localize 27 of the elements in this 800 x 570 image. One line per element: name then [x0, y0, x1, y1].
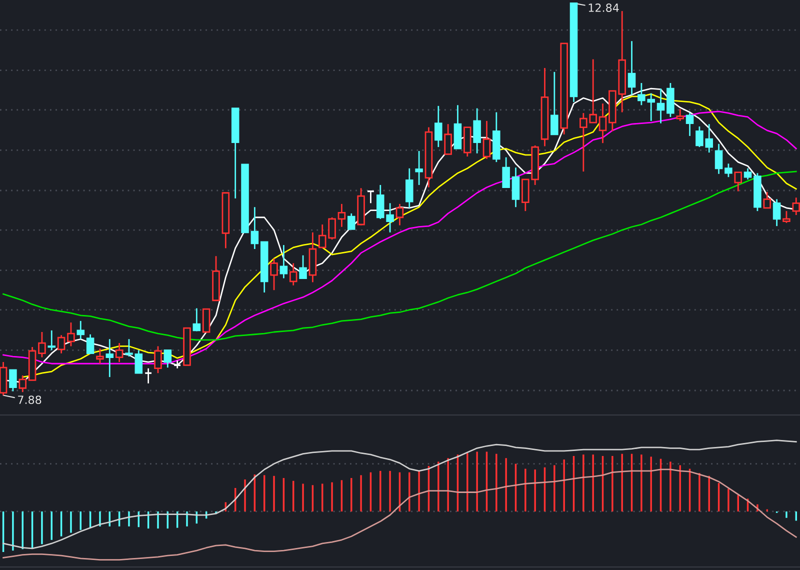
candlestick [405, 168, 414, 209]
candlestick [424, 126, 433, 188]
candlestick [512, 166, 520, 208]
candlestick [250, 206, 259, 250]
candlestick [106, 338, 114, 378]
candlestick [289, 262, 298, 286]
candlestick [598, 102, 607, 144]
candlestick [772, 198, 781, 227]
annotation: 7.88 [18, 396, 42, 404]
candlestick [57, 334, 66, 354]
candlestick [656, 88, 665, 124]
candlestick [714, 143, 723, 175]
candlestick [308, 232, 317, 283]
candlestick [434, 105, 442, 148]
candlestick [482, 120, 491, 160]
candlestick [666, 82, 674, 118]
candlestick [115, 342, 124, 363]
candlestick [76, 320, 85, 340]
candlestick [473, 108, 481, 154]
candlestick [338, 203, 346, 228]
candlestick [540, 67, 549, 147]
candlestick [415, 150, 423, 186]
candlestick [628, 40, 636, 96]
annotation: 12.84 [588, 4, 619, 12]
candlestick [366, 190, 375, 204]
candlestick [144, 368, 152, 384]
candlestick [280, 244, 288, 279]
